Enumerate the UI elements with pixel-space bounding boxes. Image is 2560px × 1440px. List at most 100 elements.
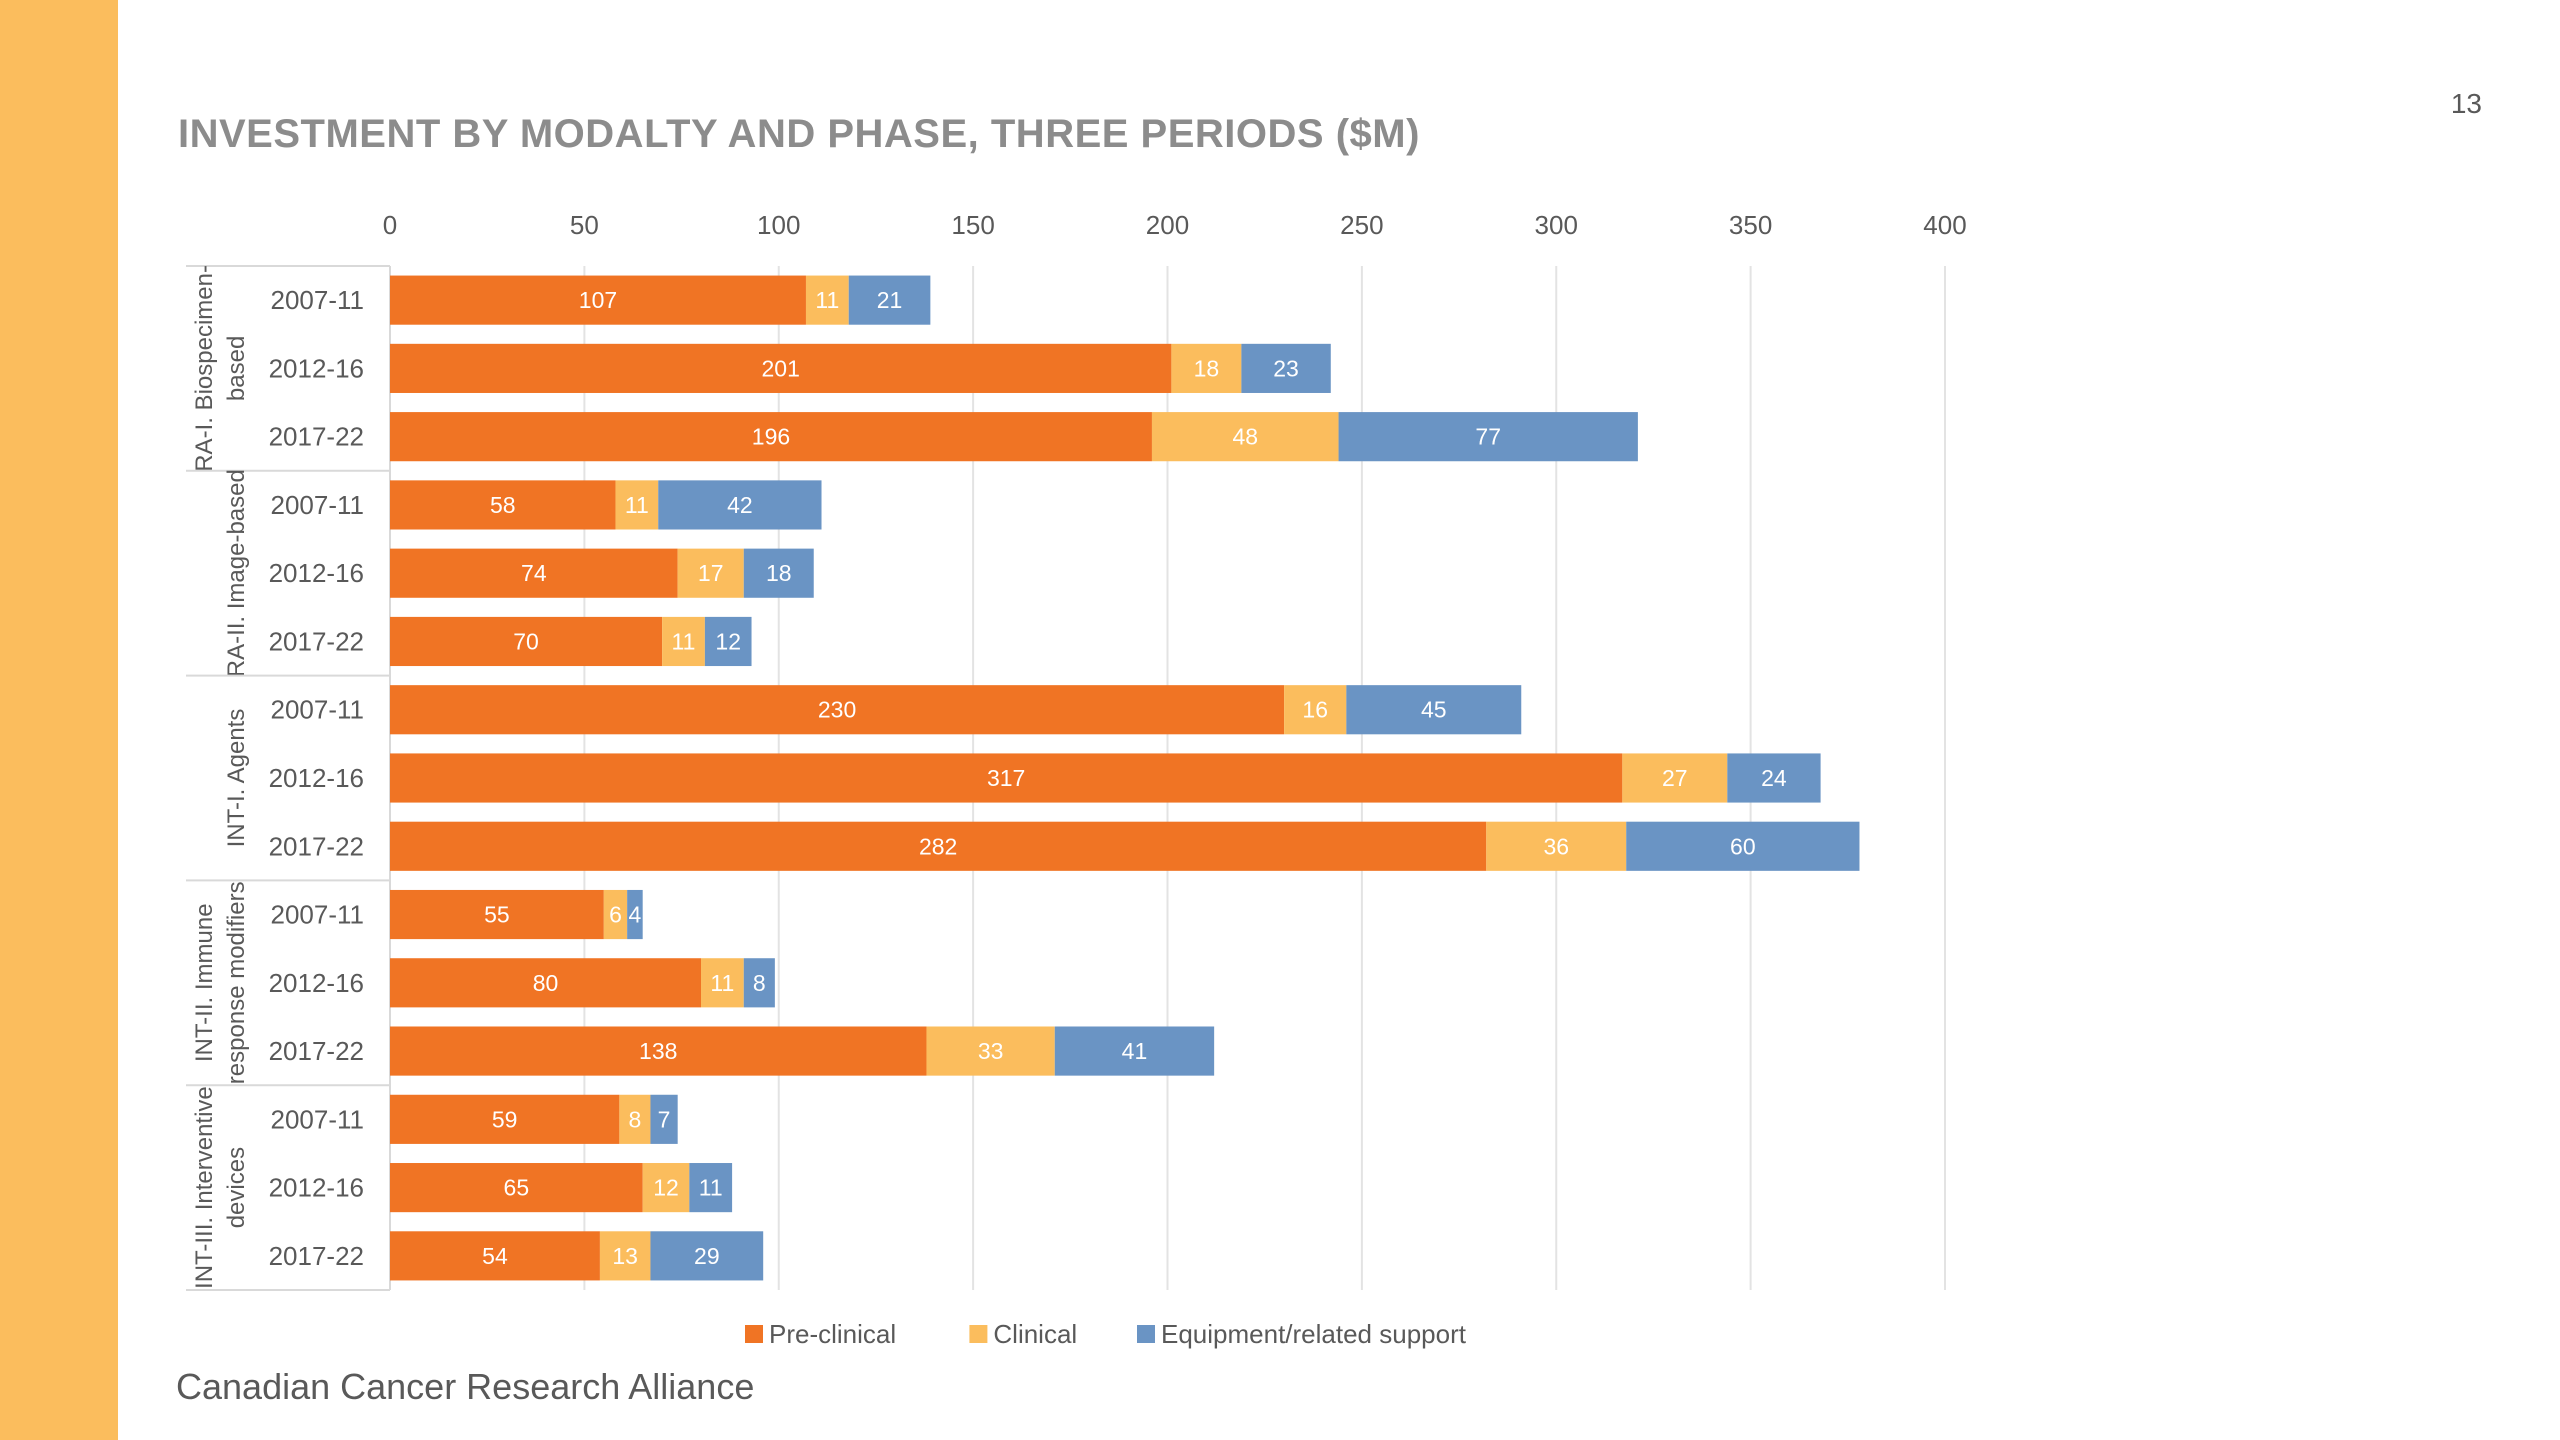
- bar-value-label: 33: [978, 1038, 1004, 1064]
- bar-value-label: 230: [818, 697, 856, 723]
- bar-value-label: 6: [609, 902, 622, 928]
- bar-row: 196 48 77: [390, 412, 1638, 462]
- bar-value-label: 48: [1232, 424, 1258, 450]
- bar-segment: [599, 1231, 651, 1281]
- group-label: INT-II. Immune response modifiers: [191, 881, 250, 1084]
- bar-segment: [603, 889, 628, 940]
- footer-organization: Canadian Cancer Research Alliance: [176, 1366, 755, 1407]
- bar-segment: [701, 958, 744, 1008]
- side-accent-bar: [0, 0, 118, 1440]
- page-number: 13: [2450, 88, 2482, 119]
- group-label-line: devices: [223, 1147, 250, 1228]
- period-label: 2012-16: [269, 763, 364, 793]
- legend-label: Pre-clinical: [769, 1319, 896, 1349]
- bar-value-label: 282: [919, 833, 957, 859]
- bar-row: 58 11 42: [390, 480, 822, 530]
- bar-segment: [390, 753, 1623, 803]
- group-label: INT-I. Agents: [223, 709, 250, 848]
- x-tick-label: 50: [570, 210, 599, 240]
- period-label: 2012-16: [269, 558, 364, 588]
- bar-value-label: 24: [1761, 765, 1787, 791]
- bar-segment: [390, 821, 1487, 871]
- bar-segment: [390, 275, 806, 325]
- bar-segment: [743, 548, 814, 598]
- period-label: 2007-11: [271, 285, 365, 315]
- group-label-line: based: [223, 336, 250, 401]
- bar-value-label: 7: [658, 1106, 671, 1132]
- bar-value-label: 4: [629, 902, 642, 928]
- x-tick-label: 0: [383, 210, 397, 240]
- legend-swatch: [745, 1325, 763, 1343]
- group-label-line: INT-I. Agents: [223, 709, 250, 848]
- bar-value-label: 41: [1122, 1038, 1148, 1064]
- bar-value-label: 70: [513, 628, 539, 654]
- bar-segment: [1171, 343, 1242, 393]
- bar-value-label: 13: [612, 1243, 638, 1269]
- group-label: RA-I. Biospecimen-based: [191, 265, 250, 472]
- group-label-line: response modifiers: [223, 881, 250, 1084]
- bar-segment: [1346, 685, 1522, 735]
- bar-row: 74 17 18: [390, 548, 814, 598]
- x-tick-label: 100: [757, 210, 800, 240]
- group-label-line: RA-I. Biospecimen-: [191, 265, 218, 472]
- bar-value-label: 11: [672, 628, 696, 654]
- bar-value-label: 11: [710, 970, 734, 996]
- bar-value-label: 17: [698, 560, 724, 586]
- bar-row: 55 6 4: [390, 889, 643, 940]
- period-label: 2007-11: [271, 1104, 365, 1134]
- bar-value-label: 42: [727, 492, 753, 518]
- x-axis-ticks: 0 50 100 150 200 250 300 350 400: [383, 210, 1967, 240]
- group-label-line: RA-II. Image-based: [223, 469, 250, 677]
- bar-value-label: 196: [752, 424, 790, 450]
- period-label: 2017-22: [269, 1036, 364, 1066]
- bar-value-label: 54: [482, 1243, 508, 1269]
- bar-segment: [689, 1163, 733, 1213]
- bar-value-label: 80: [533, 970, 559, 996]
- period-label: 2007-11: [271, 490, 365, 520]
- bar-segment: [650, 1231, 764, 1281]
- bar-value-label: 23: [1273, 355, 1299, 381]
- bar-segment: [1727, 753, 1821, 803]
- x-tick-label: 200: [1146, 210, 1189, 240]
- bar-value-label: 60: [1730, 833, 1756, 859]
- period-label: 2012-16: [269, 968, 364, 998]
- bar-segment: [390, 1026, 927, 1076]
- bar-value-label: 11: [625, 492, 649, 518]
- bar-segment: [1151, 412, 1339, 462]
- bar-value-label: 65: [504, 1175, 530, 1201]
- slide-title: INVESTMENT BY MODALTY AND PHASE, THREE P…: [178, 112, 1420, 156]
- bar-segment: [1054, 1026, 1215, 1076]
- bar-segment: [1486, 821, 1627, 871]
- bar-row: 138 33 41: [390, 1026, 1215, 1076]
- bar-segment: [1622, 753, 1728, 803]
- bar-segment: [627, 889, 643, 940]
- bar-segment: [677, 548, 744, 598]
- bar-segment: [390, 412, 1152, 462]
- period-label: 2017-22: [269, 831, 364, 861]
- bar-value-label: 59: [492, 1106, 518, 1132]
- period-label: 2012-16: [269, 1173, 364, 1203]
- bar-segment: [662, 616, 705, 667]
- bar-row: 201 18 23: [390, 343, 1331, 393]
- bar-segment: [848, 275, 931, 325]
- bar-value-label: 12: [715, 628, 741, 654]
- bar-segment: [390, 616, 663, 667]
- bar-row: 317 27 24: [390, 753, 1821, 803]
- legend-item: Pre-clinical: [745, 1319, 896, 1349]
- bar-segment: [390, 958, 701, 1008]
- bar-segment: [1338, 412, 1638, 462]
- bar-value-label: 58: [490, 492, 516, 518]
- bar-segment: [1626, 821, 1860, 871]
- bar-segment: [390, 480, 616, 530]
- bar-segment: [1284, 685, 1347, 735]
- bar-segment: [390, 343, 1172, 393]
- legend-swatch: [1137, 1325, 1155, 1343]
- x-tick-label: 150: [951, 210, 994, 240]
- bar-value-label: 36: [1543, 833, 1569, 859]
- bar-row: 107 11 21: [390, 275, 931, 325]
- bar-value-label: 11: [815, 287, 839, 313]
- bar-row: 230 16 45: [390, 685, 1522, 735]
- bar-value-label: 45: [1421, 697, 1447, 723]
- bar-row: 70 11 12: [390, 616, 752, 667]
